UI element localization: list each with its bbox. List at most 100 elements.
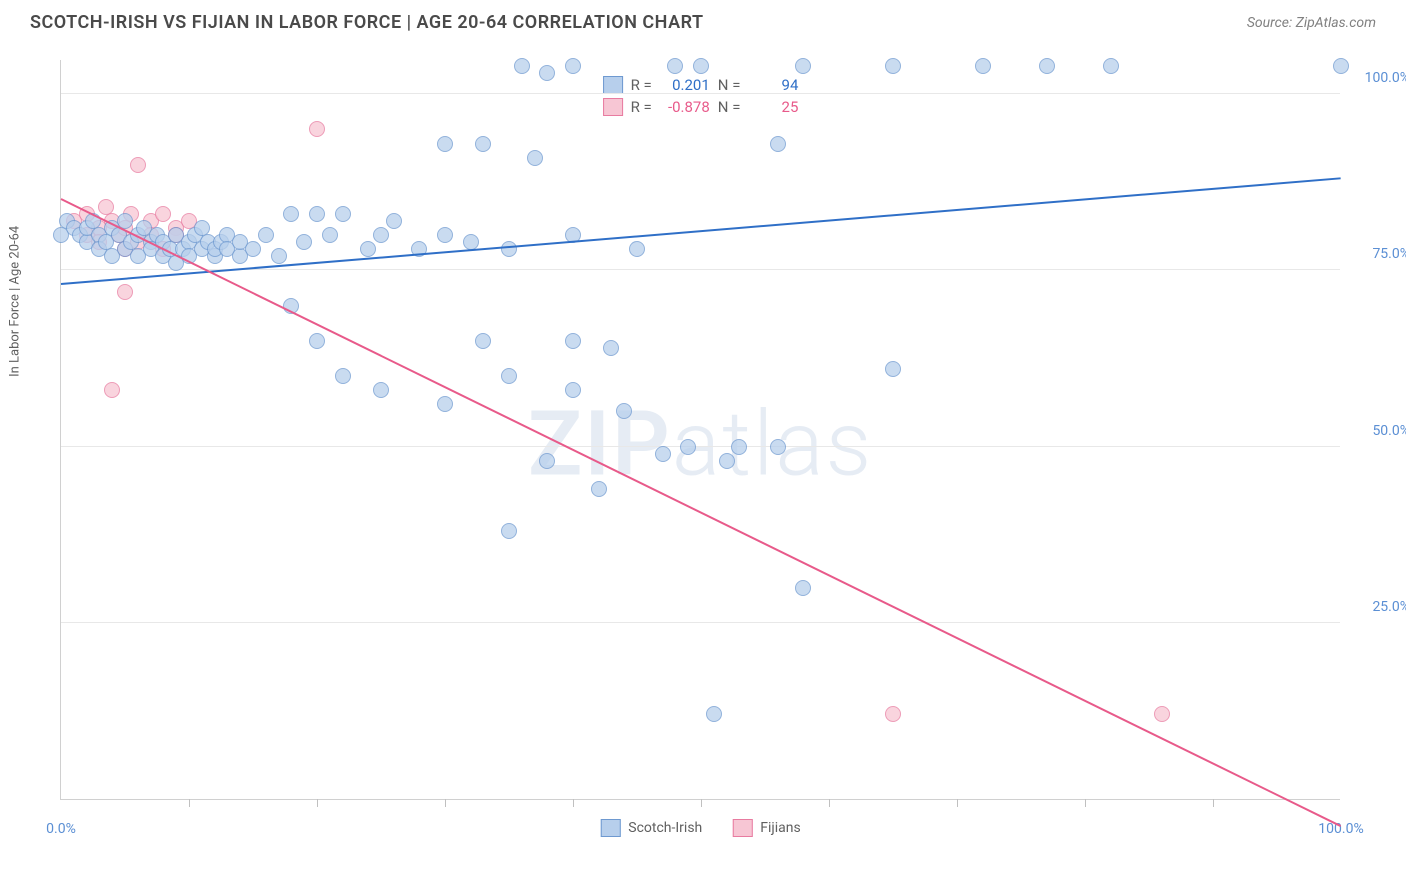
scotch-irish-point bbox=[501, 523, 517, 539]
x-tick-label-left: 0.0% bbox=[46, 821, 76, 837]
scotch-irish-trendline bbox=[61, 177, 1341, 285]
series-legend: Scotch-Irish Fijians bbox=[600, 819, 800, 837]
scotch-irish-point bbox=[373, 382, 389, 398]
scotch-irish-point bbox=[629, 241, 645, 257]
scotch-irish-point bbox=[706, 706, 722, 722]
x-tick bbox=[1213, 799, 1214, 807]
fijians-point bbox=[130, 157, 146, 173]
stats-legend: R = 0.201 N = 94 R = -0.878 N = 25 bbox=[595, 70, 807, 122]
scotch-irish-point bbox=[667, 58, 683, 74]
scotch-irish-point bbox=[386, 213, 402, 229]
scotch-irish-point bbox=[770, 136, 786, 152]
r-value-fijians: -0.878 bbox=[660, 98, 710, 116]
scotch-irish-point bbox=[795, 580, 811, 596]
x-tick bbox=[573, 799, 574, 807]
fijians-point bbox=[885, 706, 901, 722]
scotch-irish-point bbox=[539, 453, 555, 469]
fijians-point bbox=[1154, 706, 1170, 722]
plot-area: ZIPatlas R = 0.201 N = 94 R = -0.878 N =… bbox=[60, 60, 1340, 800]
scotch-irish-point bbox=[770, 439, 786, 455]
scotch-irish-point bbox=[565, 382, 581, 398]
x-tick bbox=[189, 799, 190, 807]
scotch-irish-point bbox=[283, 206, 299, 222]
scotch-irish-point bbox=[271, 248, 287, 264]
scotch-irish-point bbox=[603, 340, 619, 356]
scotch-irish-point bbox=[527, 150, 543, 166]
scotch-irish-point bbox=[731, 439, 747, 455]
legend-item-scotch-irish: Scotch-Irish bbox=[600, 819, 702, 837]
scotch-irish-point bbox=[437, 136, 453, 152]
scotch-irish-point bbox=[309, 333, 325, 349]
scotch-irish-point bbox=[719, 453, 735, 469]
y-axis-label: In Labor Force | Age 20-64 bbox=[8, 226, 23, 377]
scotch-irish-point bbox=[565, 58, 581, 74]
scotch-irish-point bbox=[475, 333, 491, 349]
scotch-irish-point bbox=[245, 241, 261, 257]
x-tick-label-right: 100.0% bbox=[1318, 821, 1363, 837]
legend-label-scotch-irish: Scotch-Irish bbox=[628, 820, 702, 836]
x-tick bbox=[829, 799, 830, 807]
watermark: ZIPatlas bbox=[528, 392, 873, 497]
scotch-irish-point bbox=[591, 481, 607, 497]
legend-item-fijians: Fijians bbox=[732, 819, 800, 837]
fijians-point bbox=[117, 284, 133, 300]
scotch-irish-point bbox=[437, 227, 453, 243]
scotch-irish-point bbox=[680, 439, 696, 455]
scotch-irish-point bbox=[258, 227, 274, 243]
scotch-irish-point bbox=[373, 227, 389, 243]
x-tick bbox=[701, 799, 702, 807]
fijians-point bbox=[309, 121, 325, 137]
stats-row-fijians: R = -0.878 N = 25 bbox=[603, 96, 799, 118]
y-tick-label: 25.0% bbox=[1372, 599, 1406, 615]
legend-label-fijians: Fijians bbox=[760, 820, 800, 836]
fijians-trendline bbox=[61, 198, 1342, 827]
r-label: R = bbox=[631, 76, 652, 94]
scotch-irish-point bbox=[1333, 58, 1349, 74]
scotch-irish-point bbox=[885, 58, 901, 74]
scotch-irish-point bbox=[335, 206, 351, 222]
fijians-point bbox=[104, 382, 120, 398]
gridline bbox=[61, 622, 1340, 623]
n-value-scotch-irish: 94 bbox=[748, 76, 798, 94]
legend-swatch-scotch-irish bbox=[600, 819, 620, 837]
chart-source: Source: ZipAtlas.com bbox=[1247, 15, 1376, 31]
scotch-irish-point bbox=[565, 333, 581, 349]
scotch-irish-point bbox=[501, 241, 517, 257]
n-value-fijians: 25 bbox=[748, 98, 798, 116]
scotch-irish-point bbox=[501, 368, 517, 384]
chart-container: In Labor Force | Age 20-64 ZIPatlas R = … bbox=[50, 50, 1380, 840]
scotch-irish-point bbox=[975, 58, 991, 74]
scotch-irish-point bbox=[1039, 58, 1055, 74]
fijians-point bbox=[155, 206, 171, 222]
scotch-irish-point bbox=[693, 58, 709, 74]
legend-swatch-fijians bbox=[732, 819, 752, 837]
r-label-2: R = bbox=[631, 98, 652, 116]
scotch-irish-point bbox=[322, 227, 338, 243]
x-tick bbox=[1085, 799, 1086, 807]
n-label: N = bbox=[718, 76, 741, 94]
x-tick bbox=[957, 799, 958, 807]
scotch-irish-point bbox=[360, 241, 376, 257]
y-tick-label: 100.0% bbox=[1365, 70, 1406, 86]
scotch-irish-point bbox=[795, 58, 811, 74]
swatch-scotch-irish bbox=[603, 76, 623, 94]
gridline bbox=[61, 93, 1340, 94]
gridline bbox=[61, 446, 1340, 447]
chart-header: SCOTCH-IRISH VS FIJIAN IN LABOR FORCE | … bbox=[0, 0, 1406, 41]
chart-title: SCOTCH-IRISH VS FIJIAN IN LABOR FORCE | … bbox=[30, 12, 704, 33]
y-tick-label: 50.0% bbox=[1372, 423, 1406, 439]
scotch-irish-point bbox=[335, 368, 351, 384]
n-label-2: N = bbox=[718, 98, 741, 116]
x-tick bbox=[445, 799, 446, 807]
scotch-irish-point bbox=[437, 396, 453, 412]
scotch-irish-point bbox=[296, 234, 312, 250]
r-value-scotch-irish: 0.201 bbox=[660, 76, 710, 94]
x-tick bbox=[317, 799, 318, 807]
scotch-irish-point bbox=[655, 446, 671, 462]
scotch-irish-point bbox=[885, 361, 901, 377]
scotch-irish-point bbox=[539, 65, 555, 81]
gridline bbox=[61, 269, 1340, 270]
scotch-irish-point bbox=[1103, 58, 1119, 74]
scotch-irish-point bbox=[475, 136, 491, 152]
scotch-irish-point bbox=[309, 206, 325, 222]
